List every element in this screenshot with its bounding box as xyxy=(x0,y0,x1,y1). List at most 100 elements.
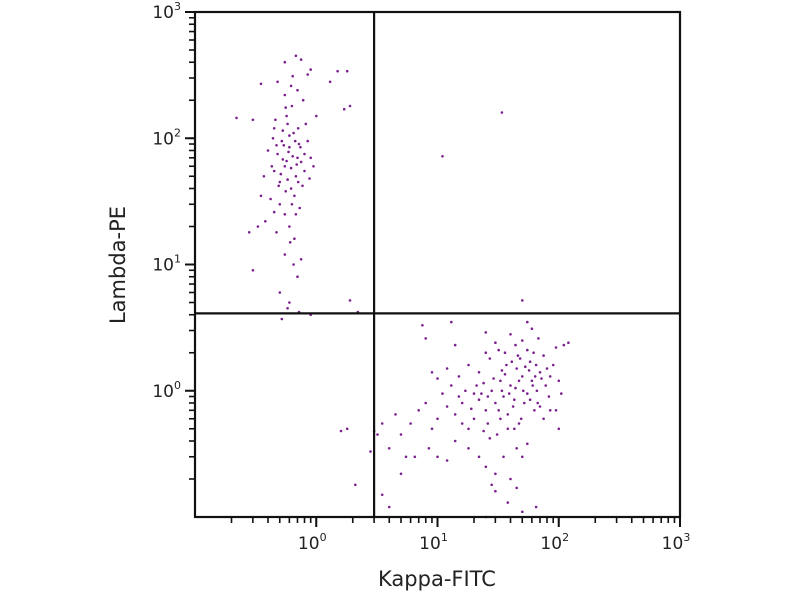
data-point xyxy=(477,371,481,374)
data-point xyxy=(526,348,529,352)
data-point xyxy=(282,144,286,147)
data-point xyxy=(404,455,408,459)
data-point xyxy=(299,145,302,149)
data-point xyxy=(521,299,524,302)
data-point xyxy=(521,455,524,459)
data-point xyxy=(551,363,555,367)
data-point xyxy=(482,429,485,433)
data-point xyxy=(301,184,304,188)
data-point xyxy=(522,389,525,393)
data-point xyxy=(380,422,384,425)
data-point xyxy=(288,134,291,137)
data-point xyxy=(532,351,535,355)
data-point xyxy=(528,360,532,364)
data-point xyxy=(503,373,507,376)
data-point xyxy=(490,483,494,487)
data-point xyxy=(515,486,518,490)
data-point xyxy=(303,152,306,156)
data-point xyxy=(283,60,287,64)
data-point xyxy=(457,395,461,398)
data-point xyxy=(272,127,276,130)
data-point xyxy=(521,510,524,514)
data-point xyxy=(299,258,303,261)
data-point xyxy=(517,379,521,383)
data-point xyxy=(409,422,412,425)
x-tick-label: 101 xyxy=(419,531,448,554)
data-point xyxy=(527,369,531,372)
data-point xyxy=(312,165,315,168)
data-point xyxy=(427,447,431,450)
y-tick-label: 100 xyxy=(152,379,181,402)
data-point xyxy=(421,324,424,327)
data-point xyxy=(490,389,494,393)
data-point xyxy=(554,409,558,412)
data-point xyxy=(475,384,478,387)
data-point xyxy=(453,439,457,443)
data-point xyxy=(557,427,561,431)
data-points xyxy=(235,54,570,519)
data-point xyxy=(554,346,558,349)
data-point xyxy=(460,401,464,405)
data-point xyxy=(499,379,502,383)
data-point xyxy=(526,320,529,324)
data-point xyxy=(291,155,295,158)
data-point xyxy=(472,392,476,395)
data-point xyxy=(277,184,281,188)
data-point xyxy=(499,417,502,421)
data-point xyxy=(278,203,282,206)
data-point xyxy=(296,156,299,160)
data-point xyxy=(436,377,439,380)
data-point xyxy=(536,401,539,405)
data-point xyxy=(460,422,464,425)
data-point xyxy=(506,501,510,504)
data-point xyxy=(509,333,512,336)
data-point xyxy=(482,381,485,385)
data-point xyxy=(430,371,434,374)
data-point xyxy=(301,98,305,102)
data-point xyxy=(294,175,298,178)
data-point xyxy=(417,409,421,412)
data-point xyxy=(290,203,294,206)
data-point xyxy=(480,392,483,395)
data-point xyxy=(299,160,303,164)
data-point xyxy=(259,194,263,198)
data-point xyxy=(514,386,517,390)
data-point xyxy=(276,80,279,84)
data-point xyxy=(484,465,488,469)
data-point xyxy=(269,197,272,201)
data-point xyxy=(486,395,490,398)
data-point xyxy=(281,129,285,132)
data-point xyxy=(502,395,505,398)
data-point xyxy=(535,389,539,393)
data-point xyxy=(399,433,403,436)
data-point xyxy=(548,409,552,412)
data-point xyxy=(467,363,470,367)
data-point xyxy=(494,489,497,493)
data-point xyxy=(291,74,295,78)
data-point xyxy=(293,237,296,240)
data-point xyxy=(399,472,403,476)
plot-frame xyxy=(193,10,682,519)
data-point xyxy=(286,122,289,126)
data-point xyxy=(436,455,439,459)
data-point xyxy=(288,225,291,228)
data-point xyxy=(275,231,278,234)
data-point xyxy=(387,447,391,450)
data-point xyxy=(494,472,497,476)
data-point xyxy=(275,144,278,147)
data-point xyxy=(271,137,275,140)
data-point xyxy=(286,178,289,181)
data-point xyxy=(450,320,453,324)
data-point xyxy=(484,409,488,412)
data-point xyxy=(526,442,529,446)
data-point xyxy=(306,139,310,143)
data-point xyxy=(441,392,444,395)
data-point xyxy=(548,375,552,378)
data-point xyxy=(280,139,284,143)
data-point xyxy=(513,398,516,402)
data-point xyxy=(256,225,260,228)
data-point xyxy=(309,156,313,160)
data-point xyxy=(547,395,551,398)
x-axis-label: Kappa-FITC xyxy=(378,567,496,591)
data-point xyxy=(288,145,291,149)
